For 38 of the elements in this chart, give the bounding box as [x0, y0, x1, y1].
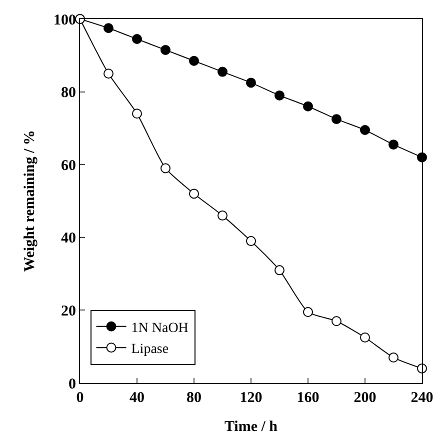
legend-label: 1N NaOH [131, 320, 188, 336]
point [274, 90, 284, 100]
point [360, 125, 370, 136]
point [246, 78, 256, 88]
legend-label: Lipase [131, 342, 169, 358]
x-tick-label: 200 [354, 390, 376, 406]
x-tick-label: 160 [296, 390, 320, 406]
y-tick-label: 100 [54, 12, 76, 28]
point [218, 66, 228, 77]
point [332, 316, 342, 326]
x-tick-label: 80 [186, 390, 202, 406]
y-tick-label: 80 [61, 85, 76, 102]
point [189, 188, 199, 199]
y-tick-label: 20 [61, 303, 76, 320]
point [303, 307, 313, 318]
y-axis-title: Weight remaining / % [22, 130, 38, 272]
point [132, 108, 142, 119]
x-tick-label: 40 [130, 390, 144, 406]
point [189, 56, 199, 66]
x-tick-label: 240 [410, 390, 434, 406]
point [388, 352, 398, 363]
point [360, 332, 370, 342]
y-tick-label: 40 [61, 230, 76, 247]
point [132, 34, 142, 44]
point [303, 101, 313, 112]
x-axis-title: Time / h [224, 419, 278, 435]
y-tick-label: 0 [68, 376, 76, 392]
point [332, 114, 342, 124]
y-tick-label: 60 [61, 158, 76, 174]
point [104, 68, 114, 79]
point [388, 140, 398, 150]
x-tick-label: 120 [240, 390, 262, 406]
point [104, 23, 114, 34]
point [274, 265, 284, 276]
point [218, 210, 228, 221]
point [160, 163, 170, 174]
point [246, 236, 256, 246]
point [160, 44, 170, 55]
